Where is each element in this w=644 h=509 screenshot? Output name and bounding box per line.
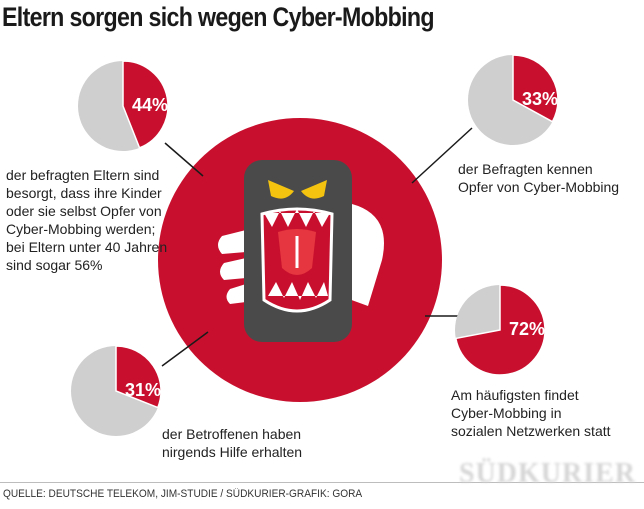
pie-caption-44: der befragten Eltern sind besorgt, dass … <box>6 167 168 273</box>
brand-logo: SÜDKURIER <box>458 458 636 489</box>
hand-thumb <box>346 204 384 306</box>
connector-lines <box>161 127 473 367</box>
connector-line-31 <box>161 331 209 367</box>
lower-teeth <box>268 282 328 300</box>
pie-caption-33: der Befragten kennen Opfer von Cyber-Mob… <box>458 161 620 195</box>
pie-slice-31 <box>115 345 162 409</box>
pie-caption-72: Am häufigsten findet Cyber-Mobbing in so… <box>451 387 611 439</box>
pie-slice-33 <box>512 54 559 123</box>
pie-label-33: 33% <box>522 89 558 109</box>
page-title: Eltern sorgen sich wegen Cyber-Mobbing <box>2 2 435 32</box>
upper-teeth <box>264 209 330 227</box>
pie-label-44: 44% <box>132 95 168 115</box>
source-note: QUELLE: DEUTSCHE TELEKOM, JIM-STUDIE / S… <box>3 488 363 500</box>
pie-charts: 44% 33% 31% 72% <box>71 54 559 436</box>
pie-slice-72 <box>454 284 546 376</box>
right-eye <box>301 180 327 199</box>
pie-caption-31: der Betroffenen haben nirgends Hilfe erh… <box>162 426 303 460</box>
phone-illustration <box>218 160 384 342</box>
pie-label-72: 72% <box>509 319 545 339</box>
pie-label-31: 31% <box>125 380 161 400</box>
pie-slice-44 <box>122 60 169 149</box>
hand-fingers <box>218 230 246 304</box>
footer-divider <box>0 482 644 483</box>
connector-line-33 <box>411 127 473 184</box>
connector-line-44 <box>164 142 204 177</box>
left-eye <box>268 180 294 199</box>
